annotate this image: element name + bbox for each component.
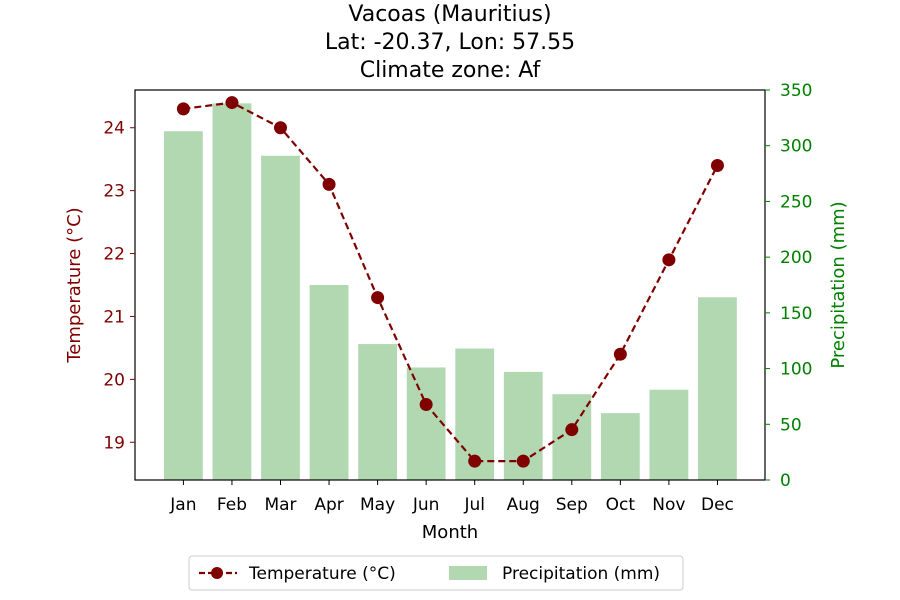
y-right-tick-label-300: 300 <box>780 137 812 157</box>
x-tick-label-apr: Apr <box>314 495 343 515</box>
precipitation-bar-sep <box>552 394 592 480</box>
y-left-tick-label-22: 22 <box>103 245 125 265</box>
title-line-2: Lat: -20.37, Lon: 57.55 <box>325 30 575 55</box>
x-tick-label-oct: Oct <box>606 495 636 515</box>
x-tick-label-aug: Aug <box>507 495 540 515</box>
precipitation-bar-oct <box>600 413 640 480</box>
temperature-point-apr <box>322 177 336 191</box>
temperature-point-oct <box>613 347 627 361</box>
title-line-1: Vacoas (Mauritius) <box>348 2 551 27</box>
temperature-line <box>176 96 724 468</box>
x-tick-label-feb: Feb <box>217 495 247 515</box>
y-left-tick-label-20: 20 <box>103 370 125 390</box>
legend-temperature-marker-icon <box>211 567 223 579</box>
temperature-point-jul <box>468 454 482 468</box>
precipitation-bar-nov <box>649 389 689 480</box>
x-tick-label-jan: Jan <box>169 495 196 515</box>
precipitation-bar-mar <box>261 155 300 481</box>
y-axis-left: 19 20 21 22 23 24 <box>103 119 135 453</box>
title-line-3: Climate zone: Af <box>360 58 542 83</box>
x-tick-label-may: May <box>360 495 395 515</box>
y-right-tick-label-350: 350 <box>780 81 812 101</box>
temperature-point-jan <box>176 102 190 116</box>
y-right-tick-label-150: 150 <box>780 304 812 324</box>
x-tick-label-jun: Jun <box>412 495 440 515</box>
precipitation-bar-jun <box>406 367 446 480</box>
precipitation-bars <box>164 103 737 481</box>
precipitation-bar-jan <box>164 131 203 481</box>
precipitation-bar-may <box>358 344 397 480</box>
y-left-tick-label-24: 24 <box>103 119 125 139</box>
temperature-point-sep <box>565 423 579 437</box>
chart-title: Vacoas (Mauritius) Lat: -20.37, Lon: 57.… <box>325 2 575 83</box>
y-right-tick-label-0: 0 <box>780 471 791 491</box>
y-axis-right-label: Precipitation (mm) <box>828 201 849 368</box>
plot-frame <box>134 89 766 481</box>
temperature-point-mar <box>274 121 287 135</box>
x-axis: Jan Feb Mar Apr May Jun Jul Aug Sep Oct Nov Dec <box>169 480 734 515</box>
y-right-tick-label-50: 50 <box>780 415 802 435</box>
y-axis-right: 0 50 100 150 200 250 300 350 <box>765 81 812 491</box>
y-left-tick-label-21: 21 <box>103 307 125 327</box>
y-left-tick-label-19: 19 <box>103 433 125 453</box>
temperature-point-jun <box>419 398 433 412</box>
y-right-tick-label-100: 100 <box>780 360 812 380</box>
x-tick-label-jul: Jul <box>463 495 485 515</box>
legend: Temperature (°C) Precipitation (mm) <box>188 555 684 591</box>
temperature-point-dec <box>710 158 724 172</box>
y-right-tick-label-250: 250 <box>780 192 812 212</box>
x-tick-label-mar: Mar <box>264 495 296 515</box>
temperature-point-may <box>371 291 385 305</box>
x-tick-label-sep: Sep <box>556 495 588 515</box>
y-axis-left-label: Temperature (°C) <box>64 207 85 363</box>
temperature-series-line <box>183 101 719 463</box>
temperature-point-aug <box>516 454 530 468</box>
temperature-point-feb <box>225 96 239 110</box>
x-tick-label-nov: Nov <box>652 495 685 515</box>
y-left-tick-label-23: 23 <box>103 182 125 202</box>
legend-precipitation-label: Precipitation (mm) <box>502 564 660 584</box>
x-tick-label-dec: Dec <box>701 495 734 515</box>
legend-precipitation-swatch-icon <box>449 566 487 580</box>
y-right-tick-label-200: 200 <box>780 248 812 268</box>
temperature-point-nov <box>662 253 676 267</box>
legend-frame <box>188 555 684 591</box>
legend-temperature-label: Temperature (°C) <box>248 564 396 584</box>
precipitation-bar-dec <box>698 297 737 480</box>
precipitation-bar-apr <box>309 285 349 480</box>
precipitation-bar-feb <box>212 103 252 481</box>
x-axis-label: Month <box>422 522 478 543</box>
